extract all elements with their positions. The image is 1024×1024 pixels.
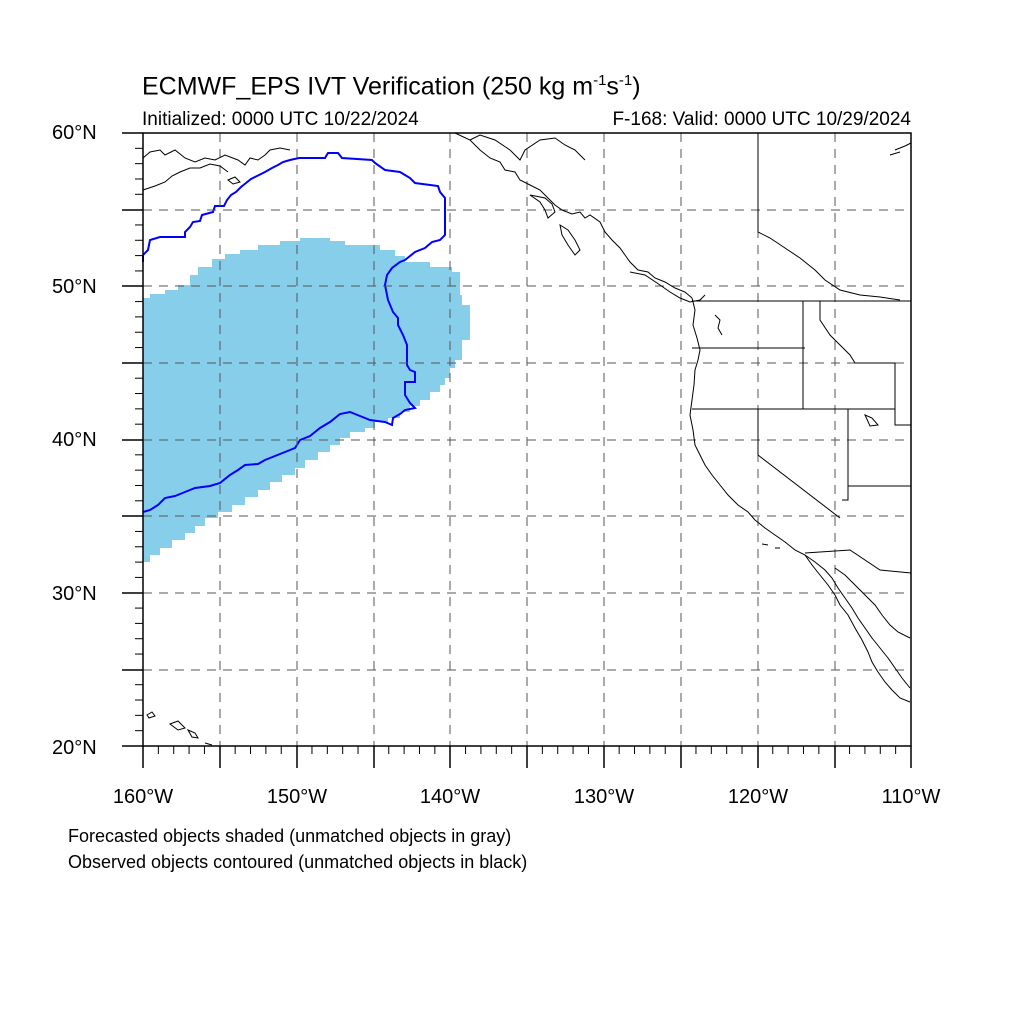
initialized-label: Initialized: 0000 UTC 10/22/2024	[142, 109, 419, 130]
lat-label-20: 20°N	[52, 737, 97, 759]
lat-label-60: 60°N	[52, 122, 97, 144]
lon-label-110w: 110°W	[881, 786, 941, 808]
lon-minor-ticks	[157, 746, 897, 754]
lon-ticks	[142, 746, 912, 768]
lon-label-140w: 140°W	[419, 786, 481, 808]
lat-ticks	[122, 132, 143, 747]
map-title: ECMWF_EPS IVT Verification (250 kg m-1s-…	[142, 72, 641, 101]
lon-label-150w: 150°W	[266, 786, 328, 808]
observed-note: Observed objects contoured (unmatched ob…	[68, 852, 528, 872]
lat-minor-ticks	[135, 147, 143, 732]
graticule	[143, 133, 911, 746]
lon-label-160w: 160°W	[112, 786, 174, 808]
lon-label-130w: 130°W	[573, 786, 635, 808]
observed-object-contour	[142, 152, 446, 513]
lat-label-30: 30°N	[52, 583, 97, 605]
forecast-note: Forecasted objects shaded (unmatched obj…	[68, 826, 512, 846]
lat-label-40: 40°N	[52, 429, 97, 451]
lat-label-50: 50°N	[52, 276, 97, 298]
lon-label-120w: 120°W	[727, 786, 789, 808]
valid-time-label: F-168: Valid: 0000 UTC 10/29/2024	[612, 109, 911, 130]
forecast-object	[143, 238, 470, 562]
coastlines	[142, 132, 912, 746]
